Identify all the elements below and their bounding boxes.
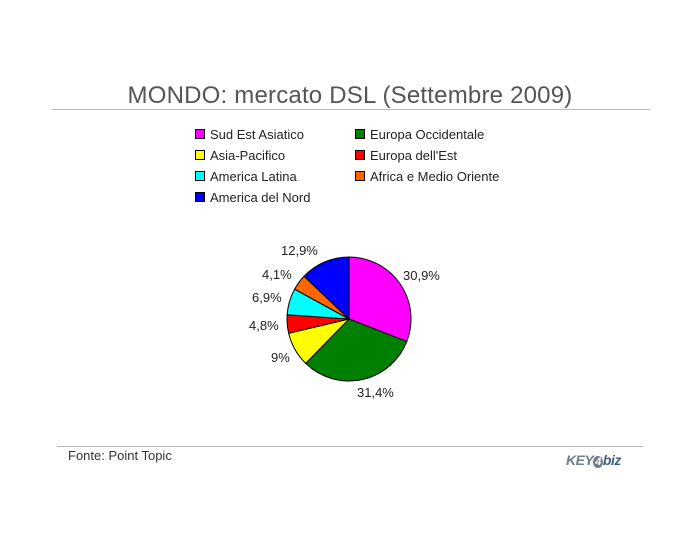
pie-slice-america-del-nord xyxy=(303,256,350,321)
pie-slices xyxy=(286,256,412,382)
legend-label: Sud Est Asiatico xyxy=(210,127,304,142)
slice-label-europa-dell-est: 4,8% xyxy=(249,318,279,333)
legend-label: Asia-Pacifico xyxy=(210,148,286,163)
slice-label-sud-est-asiatico: 30,9% xyxy=(403,268,440,283)
pie-slice-europa-occidentale xyxy=(305,318,408,382)
legend-item-europa-occidentale: Europa Occidentale xyxy=(355,127,484,143)
legend-swatch xyxy=(355,129,365,139)
source-note: Fonte: Point Topic xyxy=(68,448,172,463)
key4biz-logo: KEY 4 biz xyxy=(566,452,621,468)
legend-swatch xyxy=(195,171,205,181)
chart-title: MONDO: mercato DSL (Settembre 2009) xyxy=(127,82,573,109)
legend-item-asia-pacifico: Asia-Pacifico xyxy=(195,148,285,164)
slice-label-america-del-nord: 12,9% xyxy=(281,243,318,258)
legend-item-america-del-nord: America del Nord xyxy=(195,190,310,206)
legend-swatch xyxy=(355,150,365,160)
legend-swatch xyxy=(355,171,365,181)
legend-item-africa-e-medio-oriente: Africa e Medio Oriente xyxy=(355,169,499,185)
legend-item-europa-dell-est: Europa dell'Est xyxy=(355,148,457,164)
slice-label-africa-e-medio-oriente: 4,1% xyxy=(262,267,292,282)
legend-swatch xyxy=(195,150,205,160)
title-divider xyxy=(52,109,650,110)
legend-label: America del Nord xyxy=(210,190,311,205)
legend-swatch xyxy=(195,129,205,139)
legend-swatch xyxy=(195,192,205,202)
slice-label-europa-occidentale: 31,4% xyxy=(357,385,394,400)
legend-item-sud-est-asiatico: Sud Est Asiatico xyxy=(195,127,304,143)
legend-label: Europa dell'Est xyxy=(370,148,458,163)
footer-divider xyxy=(57,446,643,447)
slice-label-asia-pacifico: 9% xyxy=(271,350,290,365)
legend-label: Africa e Medio Oriente xyxy=(370,169,500,184)
pie-slice-sud-est-asiatico xyxy=(348,256,412,343)
slice-label-america-latina: 6,9% xyxy=(252,290,282,305)
pie-labels: 30,9% 31,4% 9% 4,8% 6,9% 4,1% 12,9% xyxy=(249,243,440,400)
legend-label: America Latina xyxy=(210,169,297,184)
legend-label: Europa Occidentale xyxy=(370,127,485,142)
legend-item-america-latina: America Latina xyxy=(195,169,297,185)
